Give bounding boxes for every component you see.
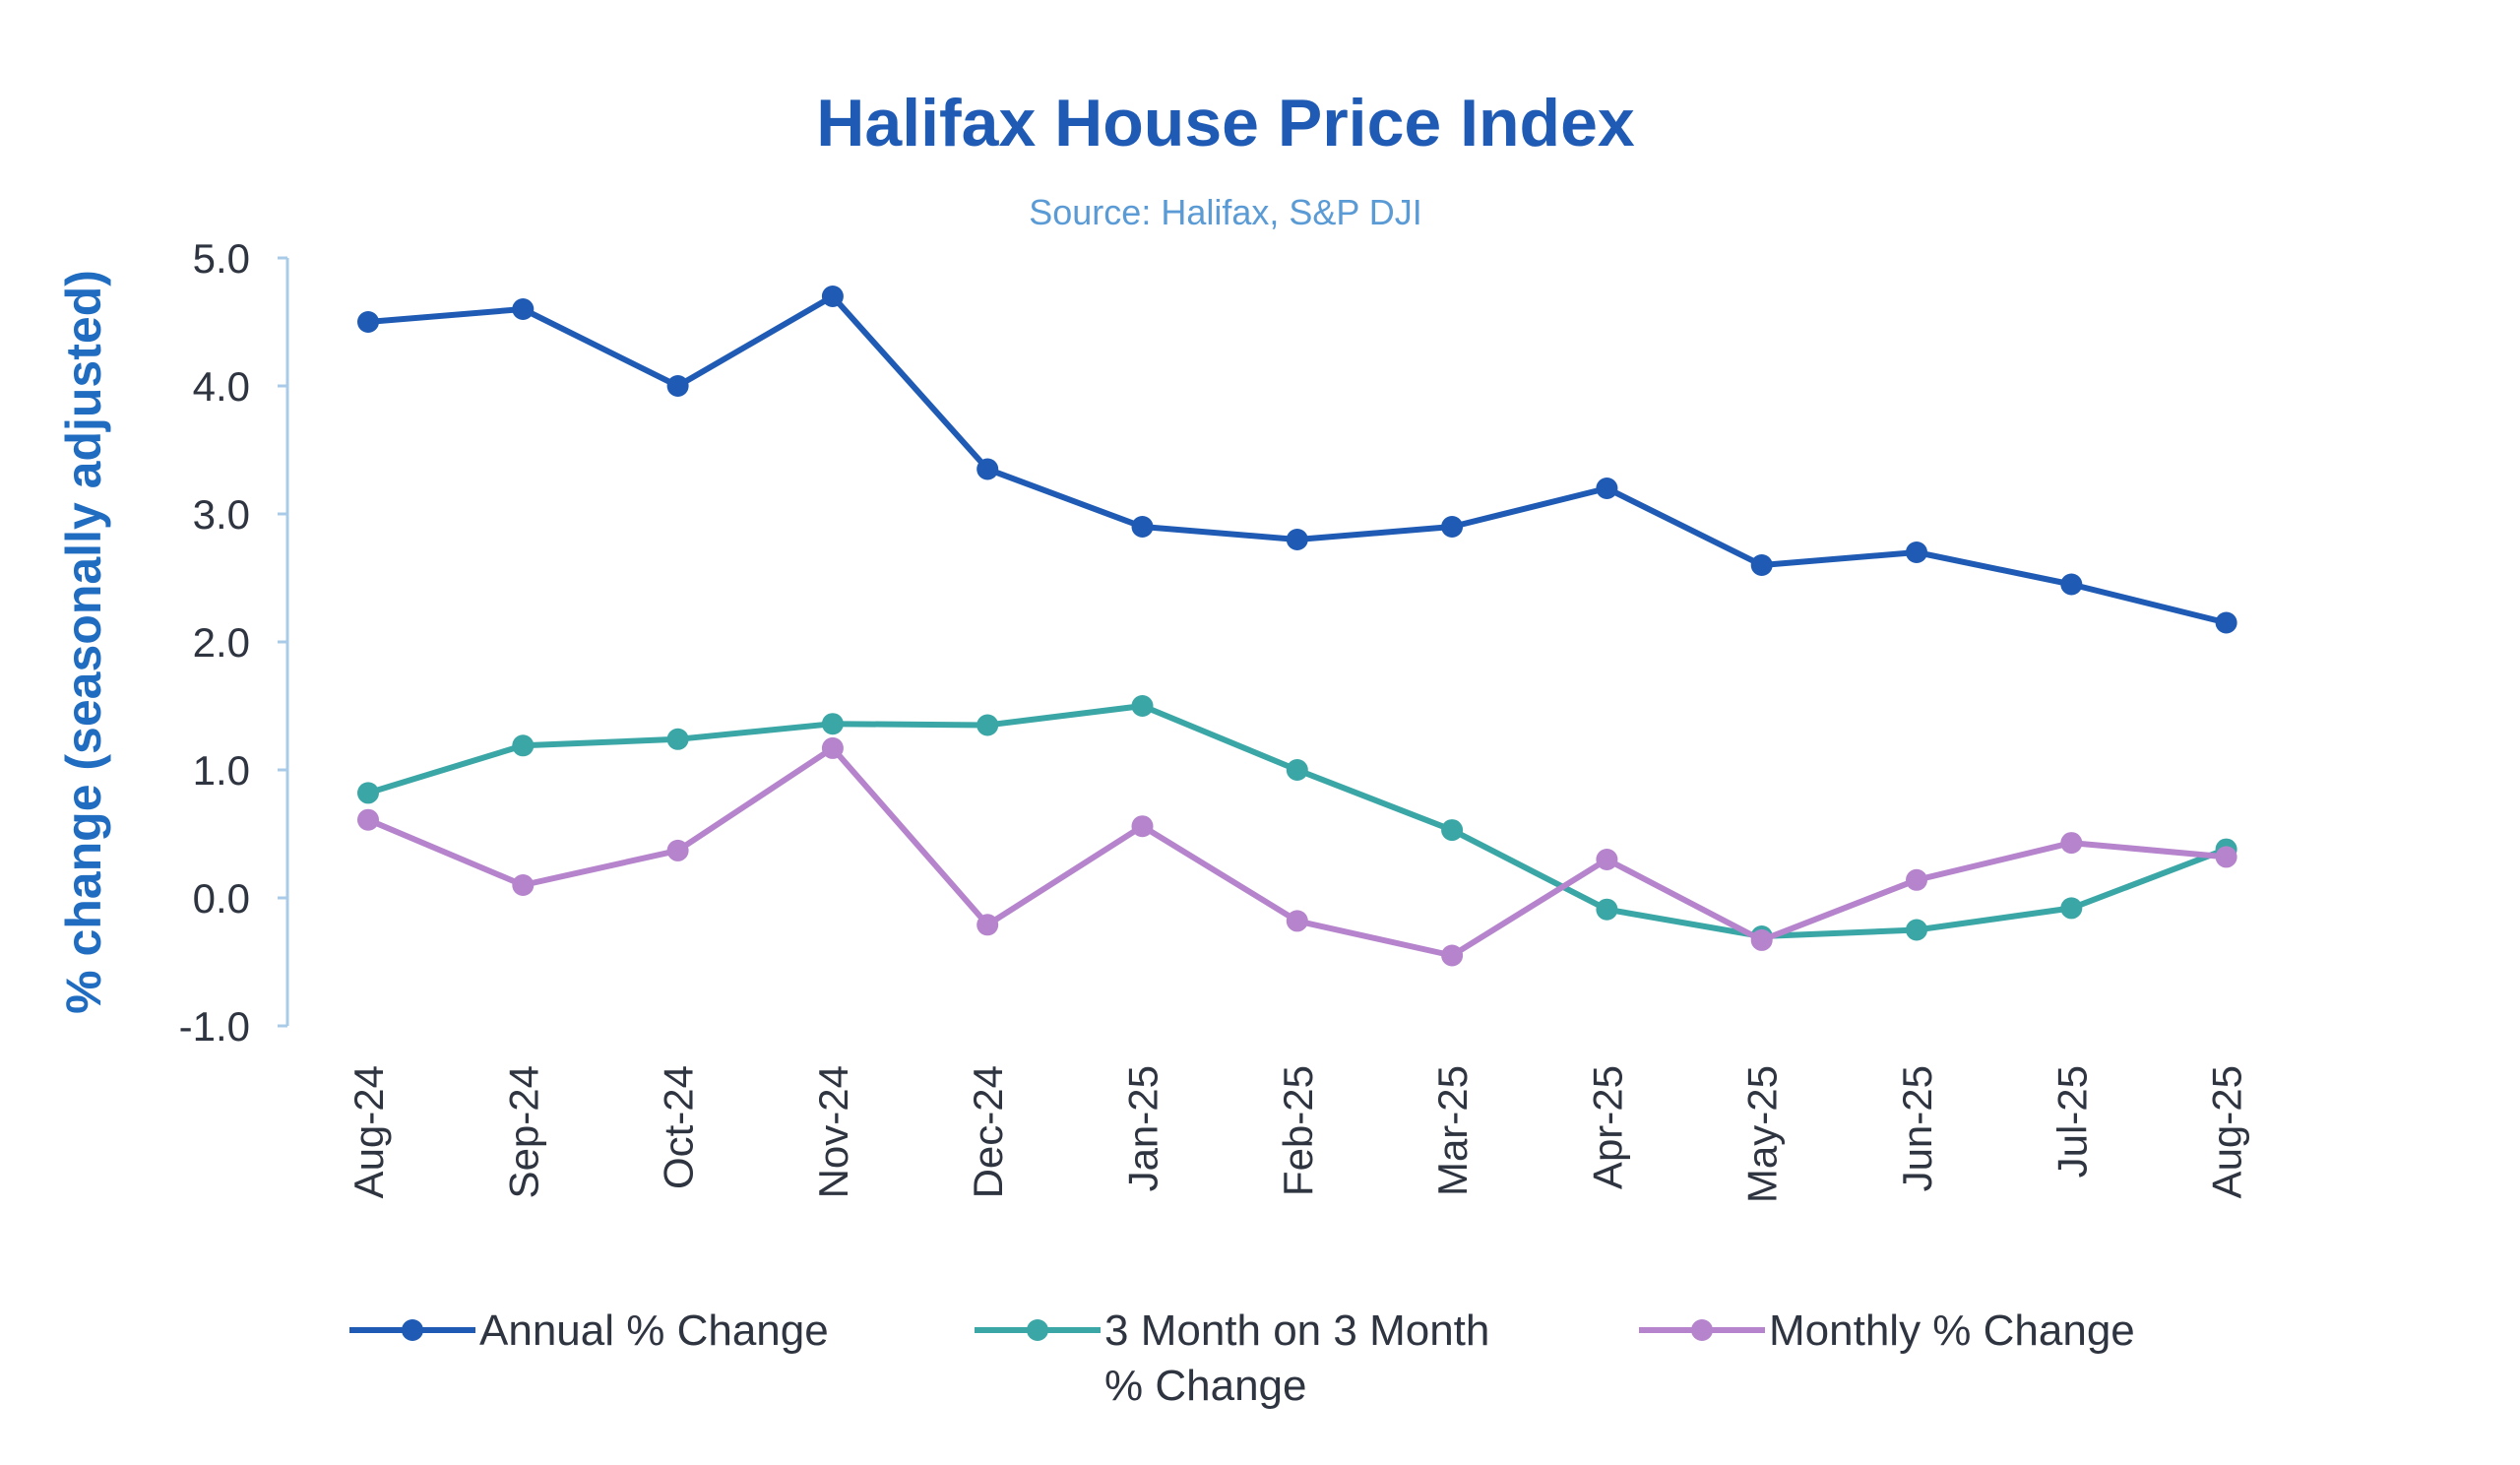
data-point — [1596, 478, 1618, 499]
data-point — [2060, 573, 2083, 596]
y-tick-label: 1.0 — [193, 747, 250, 794]
data-point — [2215, 611, 2237, 634]
data-point — [512, 874, 535, 896]
data-point — [1286, 759, 1308, 781]
data-point — [1750, 554, 1773, 576]
y-axis-label: % change (seasonally adjusted) — [56, 270, 111, 1014]
data-point — [976, 914, 999, 936]
series-2 — [357, 736, 2237, 967]
y-tick-label: 0.0 — [193, 875, 250, 922]
x-tick-label: Sep-24 — [500, 1065, 546, 1198]
data-point — [1131, 695, 1154, 717]
x-tick-label: Dec-24 — [965, 1065, 1011, 1198]
data-point — [512, 734, 535, 757]
data-point — [976, 458, 999, 480]
data-point — [1906, 541, 1927, 563]
data-point — [666, 839, 689, 861]
x-tick-label: Jan-25 — [1120, 1065, 1166, 1191]
chart-title: Halifax House Price Index — [816, 86, 1635, 160]
legend-marker — [402, 1319, 423, 1341]
legend-label: 3 Month on 3 Month — [1104, 1306, 1489, 1355]
legend-item: 3 Month on 3 Month % Change — [975, 1306, 1489, 1410]
data-point — [2060, 832, 2083, 855]
series-line — [367, 293, 2228, 626]
data-point — [2060, 897, 2083, 920]
data-point — [1286, 529, 1308, 550]
legend-item: Monthly % Change — [1639, 1306, 2135, 1355]
y-tick-label: -1.0 — [179, 1003, 250, 1050]
x-tick-label: Oct-24 — [656, 1065, 702, 1189]
legend-label: Monthly % Change — [1769, 1306, 2135, 1355]
data-point — [666, 375, 689, 397]
x-tick-label: Apr-25 — [1584, 1065, 1630, 1189]
legend-marker — [1691, 1319, 1713, 1341]
legend-marker — [1027, 1319, 1048, 1341]
data-point — [1441, 516, 1464, 538]
data-point — [821, 713, 844, 735]
legend-label: Annual % Change — [479, 1306, 829, 1355]
x-tick-label: Aug-24 — [346, 1065, 392, 1198]
data-point — [666, 728, 689, 750]
series-0 — [357, 286, 2237, 634]
x-tick-label: Jun-25 — [1894, 1065, 1940, 1191]
data-point — [1906, 868, 1927, 891]
data-point — [1596, 898, 1618, 921]
series-line — [367, 703, 2228, 939]
x-tick-label: May-25 — [1739, 1065, 1786, 1203]
data-point — [821, 286, 844, 307]
x-tick-label: Mar-25 — [1429, 1065, 1476, 1196]
data-point — [1906, 919, 1927, 941]
legend-label: % Change — [1104, 1362, 1306, 1410]
y-tick-label: 2.0 — [193, 619, 250, 666]
data-point — [1131, 815, 1154, 838]
x-tick-label: Jul-25 — [2048, 1065, 2095, 1178]
data-point — [357, 782, 379, 804]
legend-item: Annual % Change — [349, 1306, 829, 1355]
y-tick-label: 3.0 — [193, 491, 250, 538]
data-point — [2215, 846, 2237, 868]
x-tick-label: Nov-24 — [810, 1065, 856, 1198]
data-point — [1596, 849, 1618, 870]
data-point — [1441, 944, 1464, 967]
y-tick-label: 5.0 — [193, 235, 250, 282]
data-point — [357, 311, 379, 333]
x-tick-label: Feb-25 — [1275, 1065, 1321, 1196]
data-point — [1441, 819, 1464, 842]
y-tick-label: 4.0 — [193, 363, 250, 410]
series-1 — [357, 695, 2237, 947]
data-point — [821, 736, 844, 759]
chart-subtitle: Source: Halifax, S&P DJI — [1029, 192, 1422, 232]
data-point — [1131, 516, 1154, 538]
x-tick-label: Aug-25 — [2204, 1065, 2250, 1198]
data-point — [512, 298, 535, 320]
data-point — [357, 808, 379, 831]
data-point — [1286, 910, 1308, 932]
data-point — [1750, 928, 1773, 951]
data-point — [976, 714, 999, 736]
